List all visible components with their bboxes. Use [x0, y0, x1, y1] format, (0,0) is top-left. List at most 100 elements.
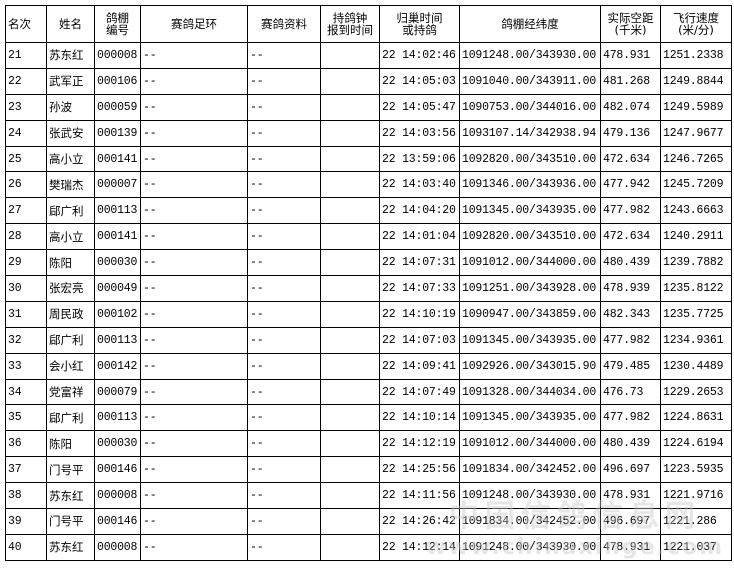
cell-ring: --: [140, 352, 248, 380]
cell-name: 苏东红: [46, 482, 95, 510]
cell-name: 高小立: [46, 223, 95, 251]
header-loft-no-label: 鸽棚编号: [106, 11, 129, 37]
header-info: 赛鸽资料: [247, 5, 321, 43]
cell-time: 22 14:03:56: [379, 119, 460, 147]
cell-dist: 496.697: [600, 508, 661, 535]
cell-clock: [320, 171, 380, 199]
cell-name: 武军正: [46, 67, 95, 95]
cell-info: --: [247, 430, 321, 458]
cell-coord: 1092926.00/343015.90: [459, 352, 601, 380]
cell-coord: 1092820.00/343510.00: [459, 145, 601, 173]
cell-dist: 479.136: [600, 119, 661, 147]
cell-clock: [320, 404, 380, 432]
cell-speed: 1235.8122: [660, 275, 732, 302]
cell-time: 22 14:07:33: [379, 275, 460, 302]
cell-clock: [320, 352, 380, 380]
cell-time: 22 14:07:49: [379, 378, 460, 406]
cell-ring: --: [140, 93, 248, 121]
cell-ring: --: [140, 430, 248, 458]
header-distance: 实际空距 (千米): [600, 5, 661, 43]
cell-ring: --: [140, 482, 248, 510]
cell-loft: 000007: [94, 171, 141, 199]
cell-ring: --: [140, 300, 248, 328]
table-row: 30 张宏亮 000049 -- -- 22 14:07:33 1091251.00/343…: [5, 275, 732, 302]
cell-time: 22 14:12:19: [379, 430, 460, 458]
cell-name: 门号平: [46, 508, 95, 535]
cell-speed: 1247.9677: [660, 119, 732, 147]
cell-dist: 472.634: [600, 145, 661, 173]
cell-speed: 1239.7882: [660, 249, 732, 277]
cell-ring: --: [140, 197, 248, 225]
cell-name: 会小红: [46, 352, 95, 380]
cell-speed: 1224.8631: [660, 404, 732, 432]
cell-ring: --: [140, 249, 248, 277]
cell-loft: 000113: [94, 404, 141, 432]
cell-coord: 1091834.00/342452.00: [459, 508, 601, 535]
cell-time: 22 14:11:56: [379, 482, 460, 510]
cell-info: --: [247, 223, 321, 251]
table-row: 29 陈阳 000030 -- -- 22 14:07:31 1091012.00/3440…: [5, 249, 732, 277]
cell-name: 周民政: [46, 300, 95, 328]
cell-speed: 1223.5935: [660, 456, 732, 484]
table-row: 35 郈广利 000113 -- -- 22 14:10:14 1091345.00/343…: [5, 404, 732, 432]
table-body: 21 苏东红 000008 -- -- 22 14:02:46 1091248.00/343…: [5, 42, 732, 561]
cell-loft: 000008: [94, 482, 141, 510]
cell-name: 郈广利: [46, 197, 95, 225]
cell-time: 22 14:26:42: [379, 508, 460, 535]
cell-speed: 1224.6194: [660, 430, 732, 458]
cell-time: 22 14:07:03: [379, 326, 460, 354]
header-speed: 飞行速度 (米/分): [660, 5, 732, 43]
cell-ring: --: [140, 456, 248, 484]
cell-ring: --: [140, 275, 248, 302]
table-row: 34 党富祥 000079 -- -- 22 14:07:49 1091328.00/344…: [5, 378, 732, 406]
cell-clock: [320, 249, 380, 277]
cell-ring: --: [140, 378, 248, 406]
cell-clock: [320, 482, 380, 510]
cell-rank: 29: [5, 249, 47, 277]
cell-dist: 478.931: [600, 482, 661, 510]
cell-info: --: [247, 197, 321, 225]
cell-dist: 477.982: [600, 404, 661, 432]
cell-time: 22 14:12:14: [379, 533, 460, 561]
cell-rank: 31: [5, 300, 47, 328]
cell-dist: 482.343: [600, 300, 661, 328]
cell-info: --: [247, 275, 321, 302]
cell-speed: 1230.4489: [660, 352, 732, 380]
cell-ring: --: [140, 145, 248, 173]
cell-dist: 477.942: [600, 171, 661, 199]
cell-rank: 30: [5, 275, 47, 302]
table-row: 39 门号平 000146 -- -- 22 14:26:42 1091834.00/342…: [5, 508, 732, 535]
cell-name: 孙波: [46, 93, 95, 121]
cell-coord: 1091248.00/343930.00: [459, 42, 601, 69]
cell-coord: 1091012.00/344000.00: [459, 430, 601, 458]
cell-time: 22 14:10:19: [379, 300, 460, 328]
cell-time: 22 14:07:31: [379, 249, 460, 277]
cell-speed: 1235.7725: [660, 300, 732, 328]
cell-info: --: [247, 508, 321, 535]
cell-name: 樊瑞杰: [46, 171, 95, 199]
cell-coord: 1091012.00/344000.00: [459, 249, 601, 277]
cell-rank: 25: [5, 145, 47, 173]
cell-rank: 28: [5, 223, 47, 251]
cell-time: 22 14:04:20: [379, 197, 460, 225]
header-clock-time: 持鸽钟 报到时间: [320, 5, 380, 43]
cell-rank: 40: [5, 533, 47, 561]
cell-clock: [320, 67, 380, 95]
cell-info: --: [247, 171, 321, 199]
cell-info: --: [247, 482, 321, 510]
cell-name: 陈阳: [46, 249, 95, 277]
cell-clock: [320, 223, 380, 251]
cell-clock: [320, 533, 380, 561]
cell-dist: 481.268: [600, 67, 661, 95]
cell-loft: 000008: [94, 42, 141, 69]
cell-clock: [320, 93, 380, 121]
cell-coord: 1090947.00/343859.00: [459, 300, 601, 328]
cell-rank: 37: [5, 456, 47, 484]
cell-loft: 000030: [94, 249, 141, 277]
cell-coord: 1092820.00/343510.00: [459, 223, 601, 251]
cell-clock: [320, 119, 380, 147]
cell-ring: --: [140, 171, 248, 199]
cell-info: --: [247, 404, 321, 432]
cell-dist: 472.634: [600, 223, 661, 251]
cell-ring: --: [140, 67, 248, 95]
